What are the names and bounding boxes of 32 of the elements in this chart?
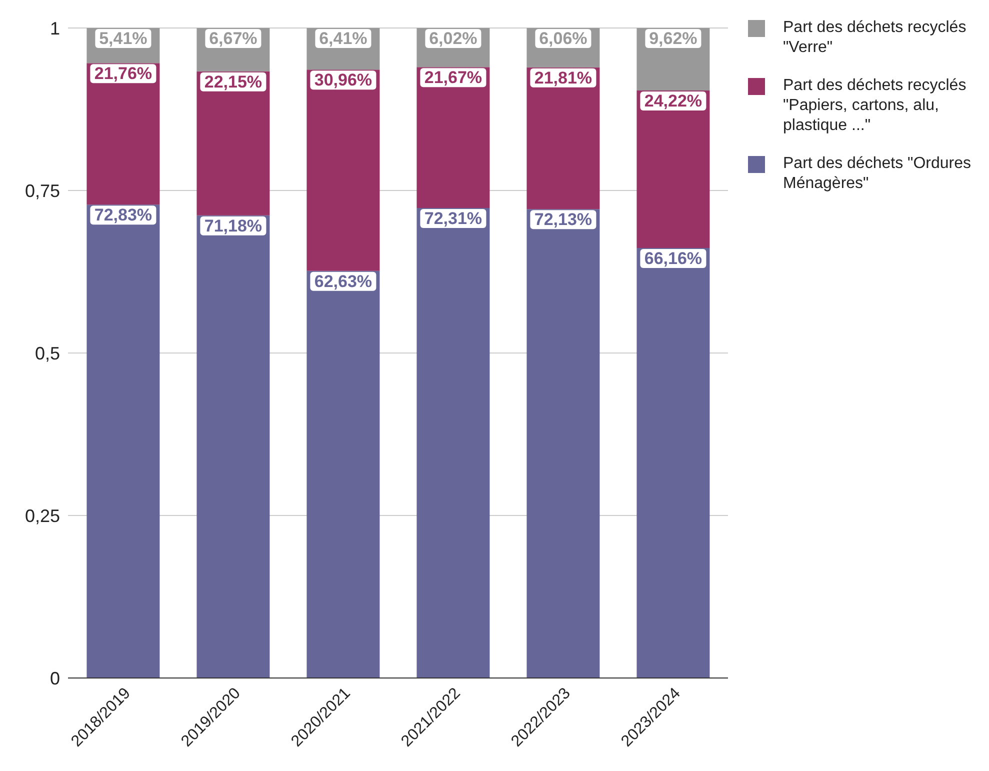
y-tick-label: 0,25 <box>24 506 60 526</box>
data-label: 22,15% <box>204 72 262 92</box>
legend-label: Part des déchets recyclés "Papiers, cartons, alu, plastique ..." <box>783 76 968 136</box>
data-label: 24,22% <box>644 92 702 111</box>
bar <box>416 208 490 678</box>
data-label: 66,16% <box>644 248 702 268</box>
data-label: 21,67% <box>424 68 482 88</box>
bar <box>196 215 270 678</box>
data-label: 21,81% <box>534 68 592 88</box>
data-label: 30,96% <box>314 70 372 90</box>
data-label: 72,13% <box>534 210 592 230</box>
data-label: 21,76% <box>94 64 152 84</box>
data-label: 6,02% <box>429 29 478 48</box>
data-label: 72,31% <box>424 208 482 228</box>
y-tick-label: 0,5 <box>34 343 60 364</box>
data-label: 72,83% <box>94 206 152 225</box>
y-tick-label: 1 <box>50 18 60 38</box>
y-tick-label: 0,75 <box>24 180 60 201</box>
data-label: 62,63% <box>314 272 372 291</box>
y-tick-label: 0 <box>50 668 60 688</box>
legend-label: Part des déchets recyclés "Verre" <box>783 18 968 58</box>
legend-label: Part des déchets "Ordures Ménagères" <box>783 154 972 194</box>
bar <box>86 204 160 678</box>
data-label: 71,18% <box>204 216 262 236</box>
data-label: 5,41% <box>99 29 148 48</box>
data-label: 6,41% <box>319 29 368 48</box>
bar <box>306 270 380 678</box>
data-label: 6,06% <box>539 29 588 48</box>
bar <box>636 248 710 678</box>
bar <box>526 209 600 678</box>
data-label: 9,62% <box>649 29 698 48</box>
data-label: 6,67% <box>209 29 258 48</box>
